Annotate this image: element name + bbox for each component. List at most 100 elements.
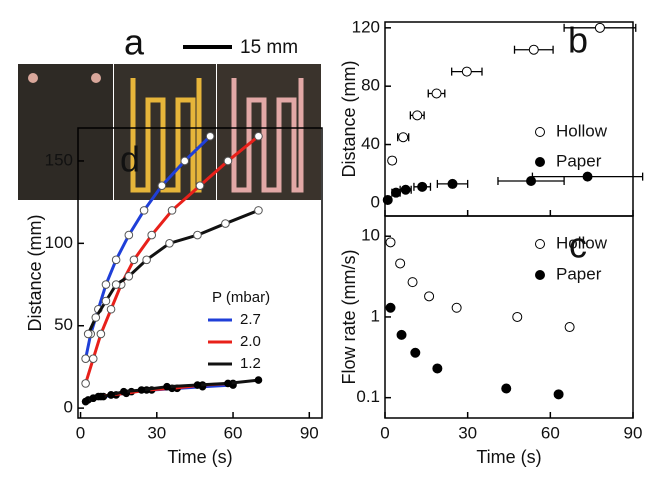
y-tick-label: 50 (54, 315, 73, 334)
point (501, 383, 512, 394)
y-axis-label: Distance (mm) (25, 214, 45, 331)
point (564, 322, 575, 333)
point (83, 329, 93, 339)
point (254, 376, 263, 384)
point (96, 329, 106, 339)
point (111, 280, 121, 289)
point (139, 206, 149, 215)
legend-marker (535, 270, 545, 280)
point (111, 255, 121, 265)
x-tick-label: 90 (624, 423, 643, 442)
x-tick-label: 60 (541, 423, 560, 442)
inlet (28, 73, 38, 83)
point (106, 304, 116, 314)
panel-label: a (124, 22, 145, 63)
x-tick-label: 0 (380, 423, 389, 442)
point (432, 363, 443, 374)
legend-label: 1.2 (240, 355, 261, 372)
point (124, 271, 134, 281)
point (205, 131, 215, 141)
point (193, 230, 202, 240)
y-tick-label: 0 (64, 398, 73, 417)
x-tick-label: 90 (300, 423, 319, 442)
point (157, 181, 167, 190)
point (107, 391, 115, 399)
point (461, 66, 472, 77)
point (195, 181, 205, 190)
point (97, 392, 105, 401)
point (410, 347, 421, 358)
point (582, 171, 593, 182)
point (407, 277, 418, 288)
point (451, 302, 462, 313)
point (526, 175, 537, 186)
point (88, 354, 98, 363)
point (385, 302, 396, 313)
point (447, 178, 458, 189)
point (81, 379, 90, 388)
legend-marker (535, 239, 545, 249)
point (391, 187, 402, 198)
x-tick-label: 60 (224, 423, 243, 442)
x-axis-label: Time (s) (167, 447, 232, 467)
y-tick-label: 1 (371, 306, 380, 325)
scale-label: 15 mm (240, 37, 298, 58)
point (254, 206, 263, 215)
point (163, 382, 171, 391)
point (137, 386, 146, 394)
legend-label: Hollow (556, 233, 608, 252)
point (129, 255, 139, 265)
point (119, 387, 128, 396)
point (91, 313, 101, 322)
panel-label: d (120, 139, 140, 180)
point (180, 156, 190, 166)
x-tick-label: 30 (147, 423, 166, 442)
legend-label: 2.0 (240, 333, 261, 350)
channel (231, 78, 304, 193)
panel-label: c (569, 225, 587, 266)
y-tick-label: 40 (361, 134, 380, 153)
y-axis-label: Distance (mm) (339, 60, 359, 177)
point (81, 397, 90, 406)
point (512, 311, 523, 322)
point (424, 291, 435, 302)
point (412, 110, 423, 121)
point (417, 181, 428, 192)
point (400, 184, 411, 195)
point (396, 329, 407, 340)
x-axis-label: Time (s) (476, 447, 541, 467)
legend-label: Paper (556, 264, 602, 283)
y-tick-label: 100 (45, 233, 73, 252)
point (387, 155, 398, 166)
y-tick-label: 80 (361, 76, 380, 95)
y-tick-label: 150 (45, 150, 73, 169)
legend-label: Paper (556, 151, 602, 170)
plot-frame (77, 127, 323, 419)
legend-title: P (mbar) (212, 289, 270, 306)
point (142, 255, 151, 265)
x-tick-label: 30 (458, 423, 477, 442)
point (553, 389, 564, 400)
point (221, 219, 230, 228)
y-tick-label: 120 (352, 17, 380, 36)
point (594, 22, 605, 33)
curve (85, 378, 259, 403)
point (223, 156, 233, 166)
point (395, 258, 406, 269)
x-tick-label: 0 (76, 423, 85, 442)
point (385, 237, 396, 248)
point (431, 88, 442, 99)
point (81, 354, 90, 363)
inlet (91, 73, 101, 83)
point (165, 239, 174, 248)
point (124, 230, 134, 240)
curve (86, 208, 260, 335)
point (101, 296, 111, 306)
point (147, 230, 157, 240)
point (254, 131, 263, 141)
point (167, 206, 177, 215)
point (398, 132, 409, 143)
point (224, 379, 232, 388)
